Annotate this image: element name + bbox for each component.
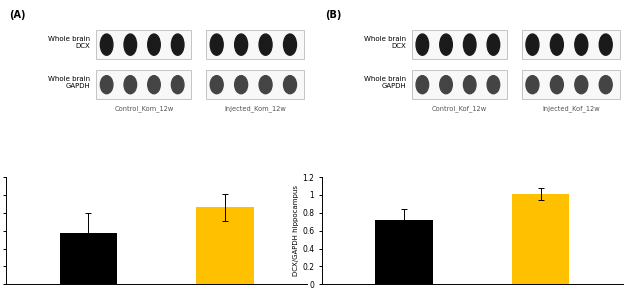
Ellipse shape (440, 76, 452, 94)
Text: Whole brain
GAPDH: Whole brain GAPDH (364, 76, 406, 89)
Ellipse shape (526, 34, 539, 55)
Ellipse shape (148, 76, 160, 94)
Ellipse shape (550, 76, 564, 94)
Ellipse shape (148, 34, 160, 55)
Ellipse shape (575, 34, 587, 55)
Ellipse shape (440, 34, 452, 55)
Ellipse shape (550, 34, 564, 55)
Bar (196, 207, 253, 284)
Ellipse shape (259, 34, 272, 55)
Ellipse shape (416, 76, 428, 94)
FancyBboxPatch shape (96, 70, 191, 99)
Text: Injected_Kom_12w: Injected_Kom_12w (224, 105, 286, 112)
Ellipse shape (124, 76, 136, 94)
Ellipse shape (101, 34, 113, 55)
FancyBboxPatch shape (412, 70, 507, 99)
Text: Whole brain
GAPDH: Whole brain GAPDH (48, 76, 91, 89)
Bar (60, 233, 117, 284)
Ellipse shape (284, 76, 296, 94)
Ellipse shape (464, 76, 476, 94)
Ellipse shape (464, 34, 476, 55)
Ellipse shape (210, 34, 223, 55)
Ellipse shape (487, 76, 499, 94)
Ellipse shape (235, 34, 248, 55)
Text: (A): (A) (9, 10, 26, 20)
FancyBboxPatch shape (522, 70, 620, 99)
Ellipse shape (171, 76, 184, 94)
FancyBboxPatch shape (412, 30, 507, 59)
Text: Whole brain
DCX: Whole brain DCX (48, 36, 91, 49)
FancyBboxPatch shape (206, 30, 304, 59)
Ellipse shape (210, 76, 223, 94)
Ellipse shape (259, 76, 272, 94)
Text: Control_Kof_12w: Control_Kof_12w (432, 105, 487, 112)
Text: Injected_Kof_12w: Injected_Kof_12w (542, 105, 599, 112)
Ellipse shape (124, 34, 136, 55)
Bar (512, 194, 569, 284)
Ellipse shape (526, 76, 539, 94)
Ellipse shape (599, 76, 612, 94)
FancyBboxPatch shape (96, 30, 191, 59)
Ellipse shape (101, 76, 113, 94)
Ellipse shape (599, 34, 612, 55)
Ellipse shape (487, 34, 499, 55)
Ellipse shape (575, 76, 587, 94)
Text: Control_Kom_12w: Control_Kom_12w (114, 105, 174, 112)
Bar (376, 220, 433, 284)
FancyBboxPatch shape (206, 70, 304, 99)
Ellipse shape (416, 34, 428, 55)
Text: (B): (B) (325, 10, 342, 20)
Ellipse shape (235, 76, 248, 94)
Y-axis label: DCX/GAPDH hippocampus: DCX/GAPDH hippocampus (294, 185, 299, 276)
Text: Whole brain
DCX: Whole brain DCX (364, 36, 406, 49)
Ellipse shape (171, 34, 184, 55)
FancyBboxPatch shape (522, 30, 620, 59)
Ellipse shape (284, 34, 296, 55)
